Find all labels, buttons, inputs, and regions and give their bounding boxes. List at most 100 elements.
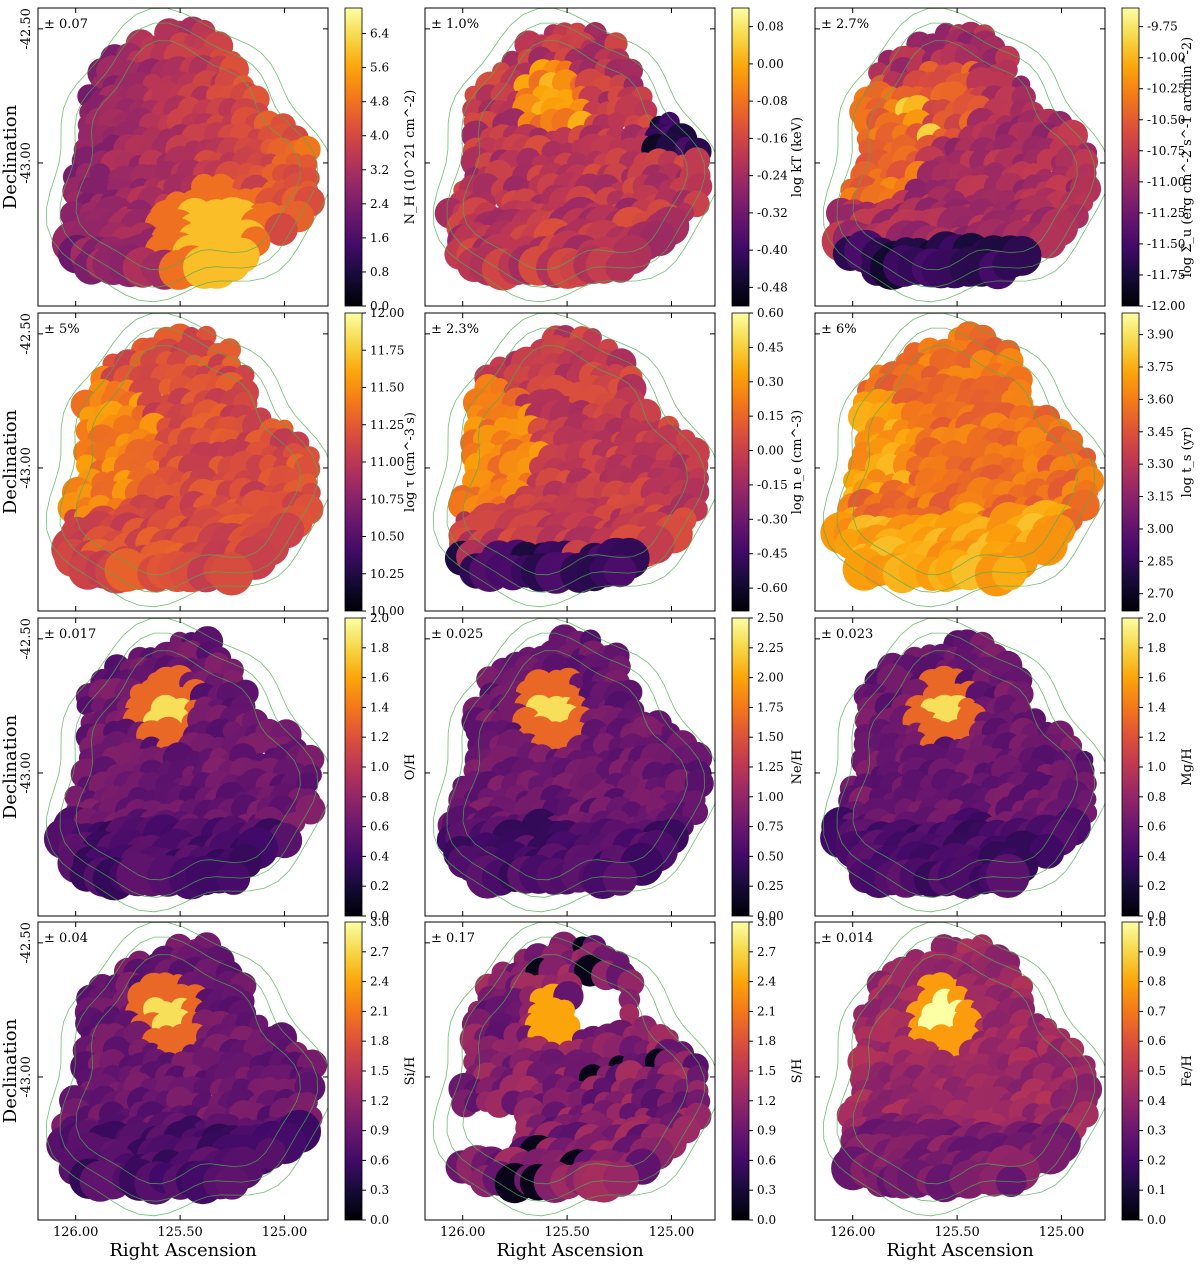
colorbar xyxy=(731,312,750,612)
colorbar-tick-label: 1.00 xyxy=(757,790,784,804)
contour xyxy=(446,632,706,898)
colorbar-tick-label: 1.2 xyxy=(1147,730,1166,744)
x-axis-title: Right Ascension xyxy=(886,1240,1034,1261)
uncertainty-label: ± 0.025 xyxy=(431,627,483,642)
colorbar-tick-label: 0.30 xyxy=(757,375,784,389)
y-tick-label: -43.00 xyxy=(19,142,34,184)
colorbar-label: Ne/H xyxy=(790,750,805,785)
contour xyxy=(432,313,715,608)
colorbar-tick-label: 3.90 xyxy=(1147,328,1174,342)
colorbar-tick-label: 2.0 xyxy=(1147,611,1166,625)
y-tick-label: -43.00 xyxy=(19,752,34,794)
colorbar-tick-label: 0.1 xyxy=(1147,1183,1166,1197)
colorbar-tick-label: 0.2 xyxy=(370,879,389,893)
contour xyxy=(45,313,328,608)
panel-NH: -42.50 -43.00 ± 0.07 0.0 0.8 1.6 2.4 3.2 4.0 4.8 5… xyxy=(0,7,418,313)
panel-ts: ± 6% 2.70 2.85 3.00 3.15 3.30 3.45 3.60 3.75 3.90… xyxy=(814,312,1195,612)
bin-cell xyxy=(684,768,714,799)
bin-cell xyxy=(210,552,254,596)
contour xyxy=(45,8,328,303)
colorbar-tick-label: 0.4 xyxy=(1147,1094,1166,1108)
colorbar-label: log τ (cm^-3 s) xyxy=(403,412,418,512)
colorbar-tick-label: 1.75 xyxy=(757,700,784,714)
contour-lines xyxy=(432,922,715,1217)
contour-lines xyxy=(45,922,328,1217)
colorbar-tick-label: 0.6 xyxy=(757,1153,776,1167)
colorbar-label: Mg/H xyxy=(1180,748,1195,785)
colorbar-tick-label: 2.25 xyxy=(757,641,784,655)
colorbar-tick-label: 0.0 xyxy=(370,909,389,923)
colorbar-tick-label: 1.5 xyxy=(757,1064,776,1078)
colorbar-label: Si/H xyxy=(403,1057,418,1086)
colorbar-tick-label: -0.30 xyxy=(757,512,788,526)
panel-Sigma: ± 2.7% -12.00 -11.75 -11.50 -11.25 -11.00 -10.… xyxy=(814,7,1195,313)
colorbar xyxy=(731,921,750,1221)
contour xyxy=(446,936,706,1202)
axes-frame xyxy=(37,7,329,307)
colorbar-tick-label: 0.00 xyxy=(757,444,784,458)
panel-O: -42.50 -43.00 ± 0.017 0.0 0.2 0.4 0.6 0.8 1.0 1.2… xyxy=(0,611,418,923)
colorbar-tick-label: 0.8 xyxy=(370,265,389,279)
colorbar-tick-label: 1.5 xyxy=(370,1064,389,1078)
axes-frame xyxy=(424,921,716,1221)
colorbar xyxy=(344,617,363,917)
y-tick-label: -42.50 xyxy=(19,313,34,355)
colorbar-tick-label: 0.25 xyxy=(757,879,784,893)
bin-cell xyxy=(1029,1132,1072,1175)
y-axis-title: Declination xyxy=(0,714,21,819)
contour xyxy=(59,936,319,1202)
contour xyxy=(45,922,328,1217)
data-cells xyxy=(444,325,710,594)
data-cells xyxy=(820,629,1098,899)
contour xyxy=(75,650,301,881)
contour xyxy=(852,954,1078,1185)
contour xyxy=(836,327,1096,593)
bin-cell xyxy=(1050,759,1071,781)
y-tick-label: -43.00 xyxy=(19,447,34,489)
contour-lines xyxy=(45,313,328,608)
colorbar xyxy=(344,312,363,612)
colorbar-tick-label: -0.16 xyxy=(757,131,788,145)
colorbar-tick-label: 0.4 xyxy=(1147,849,1166,863)
contour xyxy=(45,618,328,913)
axes-frame xyxy=(424,7,716,307)
colorbar-tick-label: 0.9 xyxy=(757,1124,776,1138)
axes-frame xyxy=(37,921,329,1221)
colorbar-tick-label: 0.60 xyxy=(757,306,784,320)
contour-lines xyxy=(432,313,715,608)
colorbar-tick-label: -0.48 xyxy=(757,280,788,294)
contour xyxy=(432,8,715,303)
colorbar-tick-label: 1.0 xyxy=(370,760,389,774)
colorbar-label: O/H xyxy=(403,754,418,780)
uncertainty-label: ± 2.7% xyxy=(821,17,869,32)
colorbar-tick-label: 2.4 xyxy=(757,975,776,989)
colorbar-label: S/H xyxy=(790,1059,805,1084)
uncertainty-label: ± 0.07 xyxy=(44,17,88,32)
colorbar xyxy=(344,921,363,1221)
colorbar-tick-label: 0.4 xyxy=(370,849,389,863)
colorbar-tick-label: 3.0 xyxy=(757,915,776,929)
colorbar-tick-label: -12.00 xyxy=(1147,299,1185,313)
colorbar-tick-label: 3.75 xyxy=(1147,360,1174,374)
data-cells xyxy=(43,626,326,901)
colorbar-tick-label: 4.8 xyxy=(370,95,389,109)
data-cells xyxy=(445,931,712,1204)
uncertainty-label: ± 0.17 xyxy=(431,931,475,946)
colorbar-tick-label: -0.15 xyxy=(757,478,788,492)
colorbar-tick-label: -0.45 xyxy=(757,547,788,561)
colorbar-tick-label: -11.50 xyxy=(1147,237,1185,251)
contour xyxy=(75,954,301,1185)
colorbar-label: log Σ_u (erg cm^-2 s^-1 arcmin^-2) xyxy=(1180,37,1195,277)
colorbar-tick-label: 1.2 xyxy=(757,1094,776,1108)
bin-cell xyxy=(249,1014,269,1034)
colorbar-tick-label: 0.0 xyxy=(370,1213,389,1227)
contour xyxy=(852,40,1078,271)
contour xyxy=(836,936,1096,1202)
x-tick-label: 125.00 xyxy=(649,1225,695,1240)
colorbar-tick-label: 1.8 xyxy=(1147,641,1166,655)
x-tick-label: 125.00 xyxy=(262,1225,308,1240)
bin-cell xyxy=(1022,455,1043,475)
colorbar-tick-label: -0.08 xyxy=(757,94,788,108)
colorbar-tick-label: 3.0 xyxy=(370,915,389,929)
